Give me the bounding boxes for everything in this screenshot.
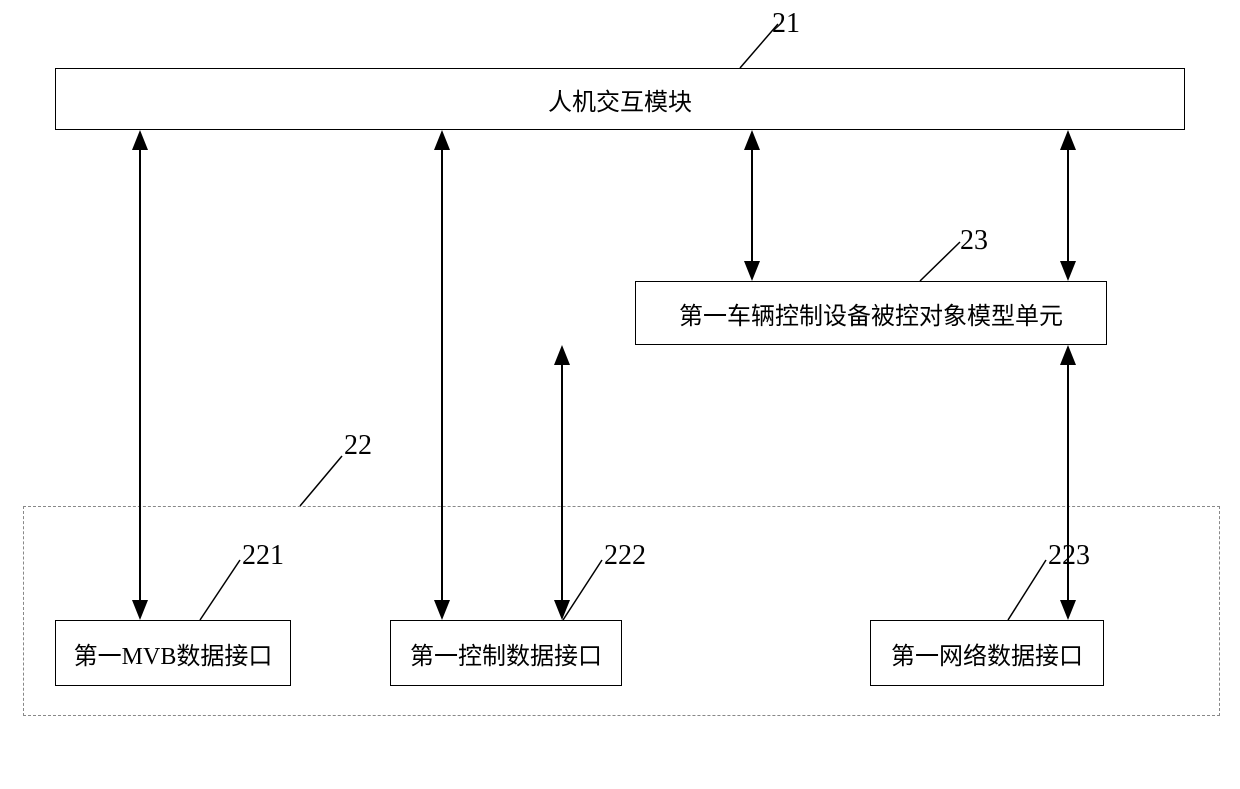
- arrow-hmi-ctrl: [434, 130, 450, 620]
- diagram-canvas: 人机交互模块 第一车辆控制设备被控对象模型单元 第一MVB数据接口 第一控制数据…: [0, 0, 1240, 789]
- arrow-hmi-model-left: [744, 130, 760, 281]
- leader-222: [563, 560, 602, 620]
- leader-221: [200, 560, 240, 620]
- arrow-hmi-mvb: [132, 130, 148, 620]
- leader-21: [740, 24, 778, 68]
- leader-22: [300, 456, 342, 506]
- connector-overlay: [0, 0, 1240, 789]
- leader-223: [1008, 560, 1046, 620]
- leader-23: [920, 242, 960, 281]
- arrow-model-net: [1060, 345, 1076, 620]
- arrow-model-ctrl: [554, 345, 570, 620]
- arrow-hmi-model-right: [1060, 130, 1076, 281]
